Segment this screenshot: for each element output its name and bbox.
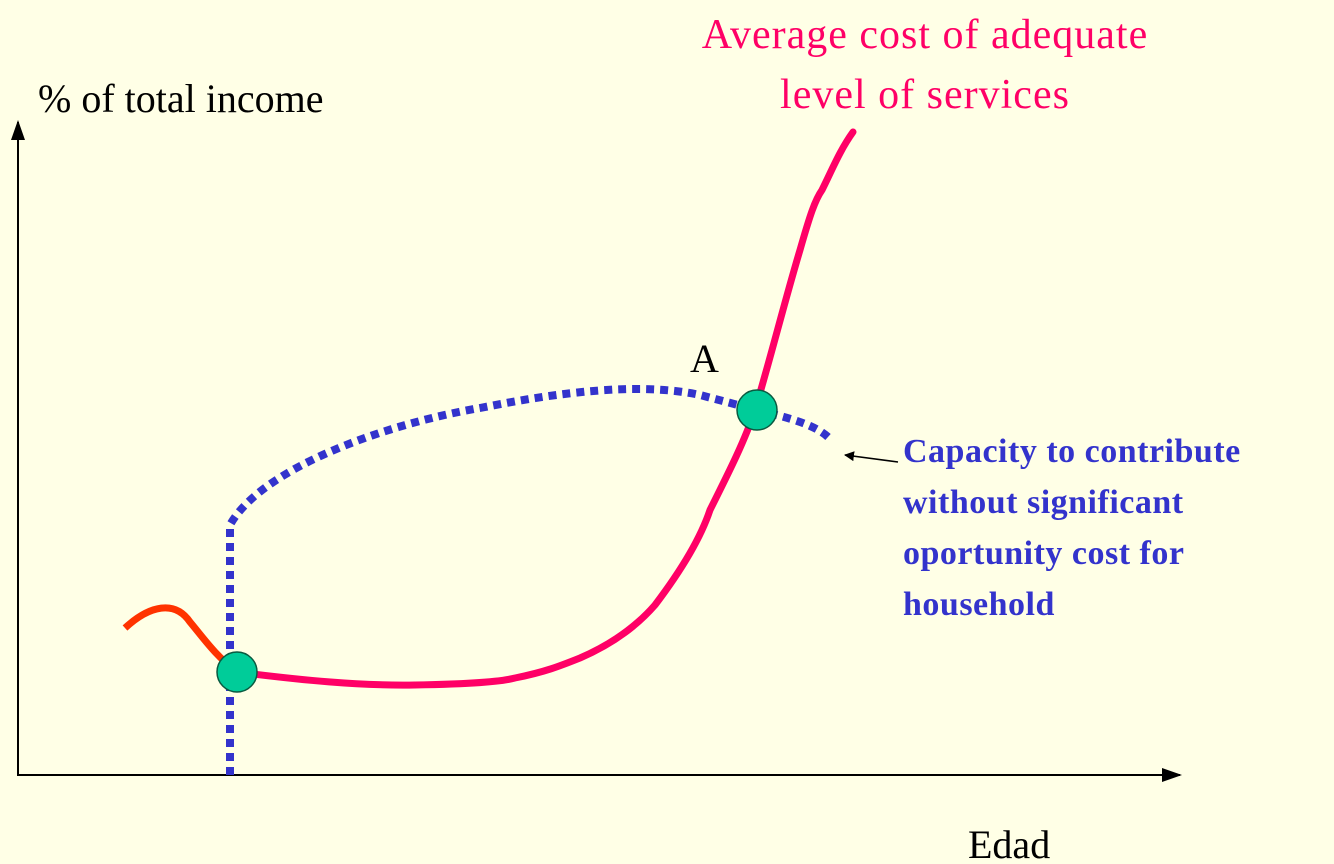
x-axis-label: Edad: [968, 822, 1050, 864]
y-axis-label: % of total income: [38, 76, 323, 121]
cost-curve: [233, 128, 857, 689]
cost-label: Average cost of adequate: [702, 12, 1149, 58]
capacity-label: without significant: [903, 484, 1184, 521]
capacity-label: Capacity to contribute: [903, 433, 1241, 470]
capacity-label: household: [903, 586, 1055, 623]
intersection-point: [736, 389, 778, 431]
annotation-arrow: [844, 451, 899, 463]
intersection-point: [216, 651, 258, 693]
cost-label: level of services: [780, 72, 1070, 118]
capacity-label: oportunity cost for: [903, 535, 1184, 572]
early-cost-curve: [122, 604, 240, 675]
point-label: A: [690, 336, 719, 381]
